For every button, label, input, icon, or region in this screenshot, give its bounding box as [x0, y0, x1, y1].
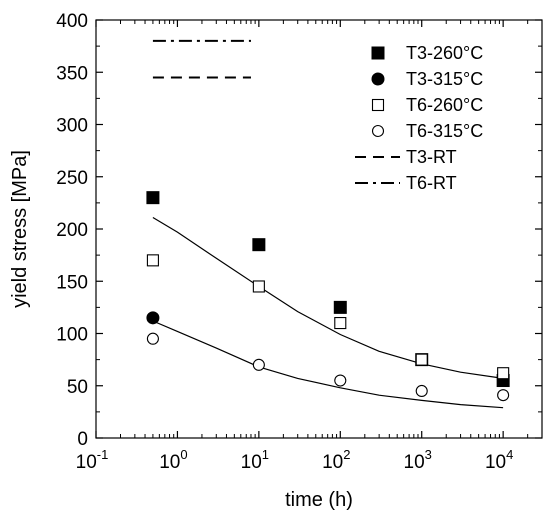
x-tick-label: 100	[159, 447, 187, 473]
y-axis-label: yield stress [MPa]	[9, 150, 31, 308]
fit-curve	[152, 320, 504, 409]
y-tick-label: 50	[67, 377, 88, 398]
legend-label: T3-315°C	[406, 69, 483, 89]
filled-circle-marker	[371, 72, 385, 86]
open-square-marker	[497, 367, 510, 380]
x-tick-label: 10-1	[76, 447, 109, 473]
open-circle-marker	[415, 384, 428, 398]
open-circle-marker	[371, 124, 385, 138]
open-circle-marker	[252, 358, 265, 371]
filled-square-marker	[333, 300, 347, 314]
y-tick-label: 200	[56, 220, 88, 241]
legend-label: T6-315°C	[406, 121, 483, 141]
fit-lines	[152, 216, 504, 409]
y-tick-label: 400	[56, 11, 88, 32]
legend-label: T6-260°C	[406, 95, 483, 115]
legend: T3-260°C T3-315°C T6-260°C T6-315°C T3-RT T6-…	[355, 43, 483, 193]
filled-square-marker	[146, 191, 160, 205]
open-circle-marker	[146, 332, 159, 345]
open-square-marker	[334, 316, 347, 330]
x-tick-label: 102	[322, 447, 350, 473]
y-tick-label: 0	[77, 429, 88, 450]
legend-label: T3-RT	[406, 147, 457, 167]
open-circle-marker	[334, 374, 347, 387]
legend-label: T6-RT	[406, 173, 457, 193]
open-square-marker	[371, 98, 385, 112]
open-square-marker	[252, 280, 265, 293]
x-tick-label: 101	[241, 447, 269, 473]
y-tick-label: 100	[56, 325, 88, 346]
y-tick-label: 350	[56, 63, 88, 84]
x-tick-label: 103	[404, 447, 432, 473]
open-square-marker	[146, 254, 159, 267]
axis-ticks: 10-1 100 101 102 103 104 0 50 100 150 200 250 300 350…	[56, 11, 543, 473]
open-square-marker	[415, 353, 428, 366]
filled-circle-marker	[146, 311, 160, 325]
fit-curve	[152, 216, 504, 379]
legend-label: T3-260°C	[406, 43, 483, 63]
x-axis-label: time (h)	[285, 489, 353, 511]
open-circle-marker	[497, 389, 510, 402]
y-tick-label: 150	[56, 272, 88, 293]
filled-square-marker	[252, 238, 266, 252]
data-points	[146, 39, 510, 402]
filled-square-marker	[371, 46, 385, 60]
y-tick-label: 300	[56, 116, 88, 137]
y-tick-label: 250	[56, 168, 88, 189]
x-tick-label: 104	[485, 447, 513, 473]
